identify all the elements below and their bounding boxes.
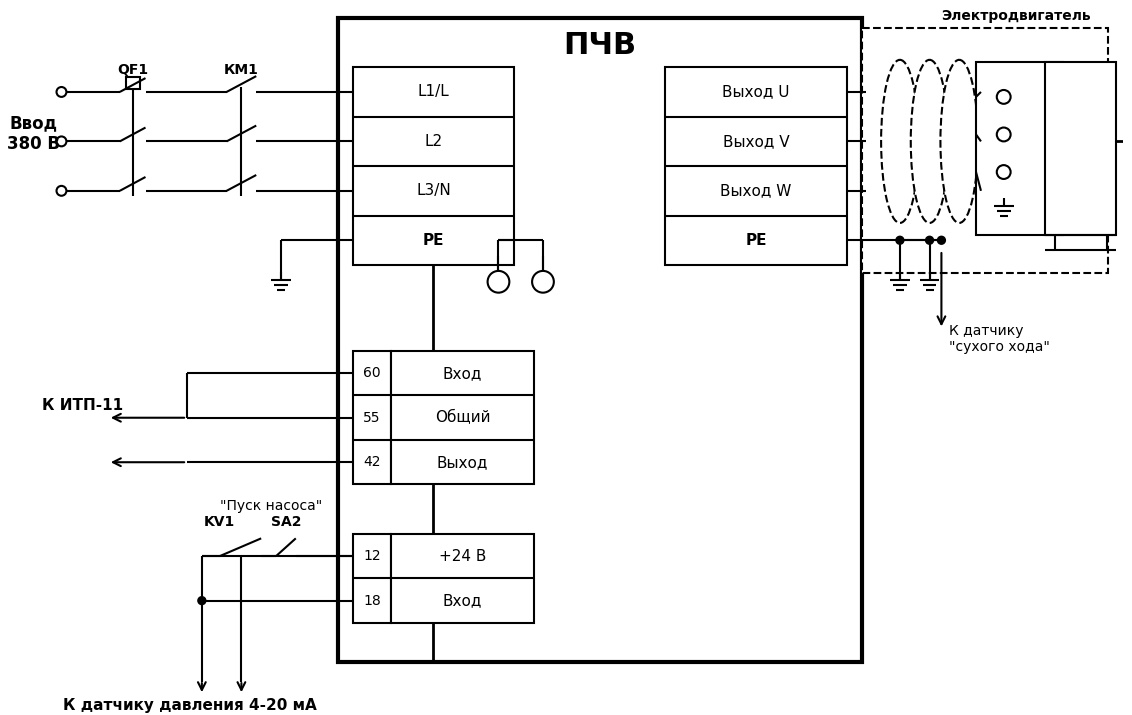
FancyBboxPatch shape (353, 67, 514, 265)
Text: К датчику
"сухого хода": К датчику "сухого хода" (950, 324, 1050, 354)
Text: Электродвигатель: Электродвигатель (942, 9, 1091, 23)
FancyBboxPatch shape (353, 351, 391, 485)
Text: +24 В: +24 В (439, 548, 486, 563)
FancyBboxPatch shape (353, 534, 391, 623)
Ellipse shape (911, 60, 949, 223)
FancyBboxPatch shape (1045, 62, 1116, 235)
Text: Ввод
380 В: Ввод 380 В (7, 114, 60, 153)
Circle shape (488, 271, 509, 292)
Circle shape (895, 236, 903, 245)
Text: "Пуск насоса": "Пуск насоса" (220, 499, 323, 513)
Circle shape (532, 271, 554, 292)
Text: QF1: QF1 (117, 63, 148, 77)
Text: 18: 18 (363, 593, 380, 608)
Ellipse shape (881, 60, 919, 223)
Circle shape (198, 597, 206, 605)
Text: 42: 42 (363, 455, 380, 469)
Circle shape (937, 236, 945, 245)
Text: KV1: KV1 (204, 515, 235, 529)
Text: 55: 55 (363, 410, 380, 425)
Circle shape (926, 236, 934, 245)
Text: Общий: Общий (435, 410, 490, 425)
Text: L2: L2 (424, 134, 443, 149)
FancyBboxPatch shape (391, 351, 534, 485)
Text: К датчику давления 4-20 мА: К датчику давления 4-20 мА (63, 698, 317, 713)
Ellipse shape (941, 60, 978, 223)
Text: 12: 12 (363, 549, 380, 563)
FancyBboxPatch shape (126, 77, 139, 89)
FancyBboxPatch shape (863, 28, 1107, 273)
Text: PE: PE (423, 233, 445, 248)
Text: ПЧВ: ПЧВ (564, 31, 637, 60)
FancyBboxPatch shape (338, 18, 863, 662)
Text: Выход W: Выход W (720, 183, 791, 198)
Text: КМ1: КМ1 (224, 63, 259, 77)
FancyBboxPatch shape (391, 534, 534, 623)
Text: Выход: Выход (437, 455, 488, 470)
Text: PE: PE (745, 233, 766, 248)
Text: Выход V: Выход V (722, 134, 789, 149)
Text: Вход: Вход (443, 593, 482, 608)
Text: L3/N: L3/N (417, 183, 451, 198)
Text: L1/L: L1/L (418, 84, 449, 99)
Text: Вход: Вход (443, 366, 482, 381)
FancyBboxPatch shape (976, 62, 1063, 235)
FancyBboxPatch shape (664, 67, 848, 265)
Text: SA2: SA2 (271, 515, 301, 529)
Text: Выход U: Выход U (722, 84, 790, 99)
Text: 60: 60 (363, 366, 380, 380)
Text: К ИТП-11: К ИТП-11 (42, 398, 122, 413)
